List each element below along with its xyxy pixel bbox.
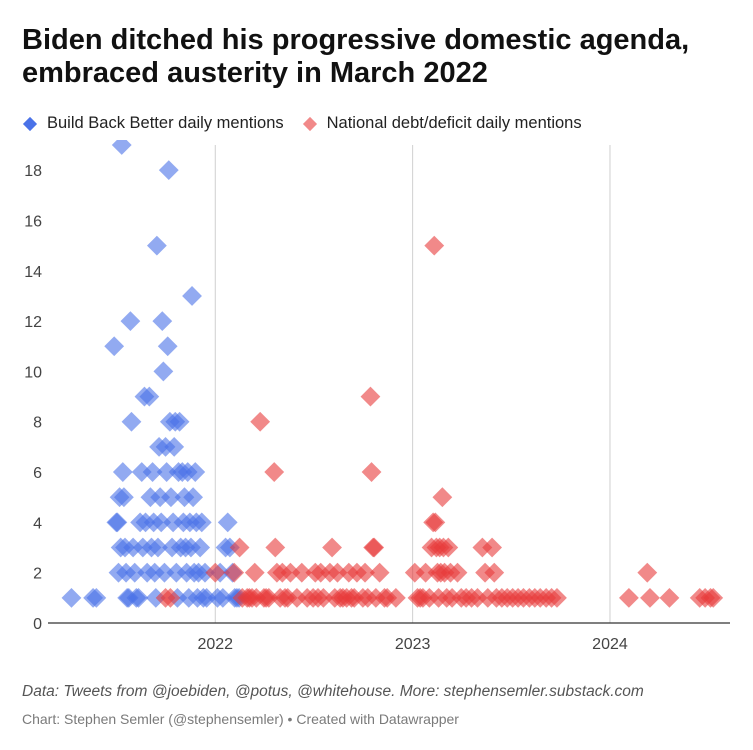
data-point bbox=[264, 462, 285, 482]
data-point bbox=[484, 562, 505, 583]
y-tick-label: 14 bbox=[24, 264, 42, 281]
data-point bbox=[169, 411, 190, 432]
y-tick-label: 8 bbox=[33, 415, 42, 432]
legend-label-build-back-better: Build Back Better daily mentions bbox=[47, 114, 284, 132]
series-national-debt bbox=[155, 235, 724, 608]
points-layer bbox=[61, 140, 724, 608]
data-point bbox=[217, 512, 238, 533]
data-point bbox=[183, 487, 204, 508]
chart-credit: Chart: Stephen Semler (@stephensemler) •… bbox=[22, 711, 459, 727]
y-tick-label: 4 bbox=[33, 515, 42, 532]
data-point bbox=[364, 537, 385, 558]
scatter-plot: 2022 2023 2024 0 2 4 6 8 10 12 14 16 18 bbox=[24, 140, 730, 653]
data-point bbox=[121, 411, 142, 432]
data-point bbox=[640, 587, 660, 608]
data-point bbox=[385, 587, 406, 608]
data-point bbox=[185, 462, 206, 482]
data-point bbox=[114, 487, 134, 508]
x-tick-label: 2024 bbox=[592, 636, 628, 653]
legend-label-national-debt: National debt/deficit daily mentions bbox=[326, 114, 582, 132]
data-point bbox=[447, 562, 468, 583]
data-point bbox=[161, 487, 181, 508]
data-point bbox=[322, 537, 342, 558]
data-point bbox=[360, 386, 381, 407]
data-point bbox=[107, 512, 128, 533]
x-tick-label: 2023 bbox=[395, 636, 431, 653]
data-point bbox=[86, 587, 107, 608]
y-tick-label: 16 bbox=[24, 213, 42, 230]
chart-title: Biden ditched his progressive domestic a… bbox=[22, 24, 690, 89]
y-tick-label: 6 bbox=[33, 465, 42, 482]
legend-item-national-debt: National debt/deficit daily mentions bbox=[302, 114, 582, 133]
data-point bbox=[287, 587, 307, 608]
data-point bbox=[313, 587, 334, 608]
y-tick-label: 0 bbox=[33, 616, 42, 633]
data-point bbox=[404, 562, 425, 583]
data-point bbox=[104, 336, 125, 357]
data-point bbox=[157, 336, 178, 357]
data-point bbox=[482, 537, 503, 558]
series-build-back-better bbox=[61, 140, 249, 608]
y-tick-label: 2 bbox=[33, 566, 42, 583]
data-point bbox=[112, 462, 133, 482]
data-point bbox=[131, 462, 152, 482]
data-point bbox=[158, 160, 179, 181]
data-point bbox=[152, 311, 173, 332]
data-point bbox=[61, 587, 82, 608]
data-point bbox=[327, 562, 348, 583]
data-point bbox=[637, 562, 658, 583]
legend-item-build-back-better: Build Back Better daily mentions bbox=[22, 114, 284, 133]
grid-layer bbox=[214, 145, 611, 623]
data-point bbox=[146, 235, 167, 256]
axis-layer: 2022 2023 2024 0 2 4 6 8 10 12 14 16 18 bbox=[24, 163, 730, 653]
data-point bbox=[120, 311, 141, 332]
data-point bbox=[280, 562, 301, 583]
data-point bbox=[250, 411, 271, 432]
chart-legend: Build Back Better daily mentions Nationa… bbox=[22, 114, 600, 133]
data-point bbox=[156, 462, 177, 482]
y-tick-label: 18 bbox=[24, 163, 42, 180]
data-point bbox=[432, 487, 453, 508]
data-point bbox=[618, 587, 639, 608]
data-point bbox=[424, 235, 445, 256]
data-point bbox=[291, 562, 312, 583]
data-point bbox=[153, 361, 174, 382]
data-point bbox=[467, 587, 488, 608]
y-tick-label: 12 bbox=[24, 314, 42, 331]
data-point bbox=[361, 462, 382, 482]
legend-marker-blue-diamond bbox=[22, 116, 38, 131]
data-point bbox=[369, 562, 390, 583]
data-point bbox=[139, 386, 160, 407]
data-point bbox=[111, 140, 132, 155]
data-point bbox=[415, 562, 436, 583]
data-point bbox=[265, 537, 286, 558]
data-point bbox=[142, 462, 163, 482]
data-point bbox=[224, 562, 245, 583]
legend-marker-red-diamond bbox=[302, 116, 317, 131]
data-point bbox=[355, 562, 375, 583]
data-point bbox=[182, 286, 202, 306]
y-tick-label: 10 bbox=[24, 364, 42, 381]
data-point bbox=[150, 487, 171, 508]
data-point bbox=[258, 587, 279, 608]
data-point bbox=[164, 436, 185, 457]
chart-source-note: Data: Tweets from @joebiden, @potus, @wh… bbox=[22, 683, 644, 700]
data-point bbox=[244, 562, 265, 583]
data-point bbox=[438, 537, 459, 558]
x-tick-label: 2022 bbox=[197, 636, 233, 653]
data-point bbox=[425, 512, 446, 533]
data-point bbox=[659, 587, 680, 608]
